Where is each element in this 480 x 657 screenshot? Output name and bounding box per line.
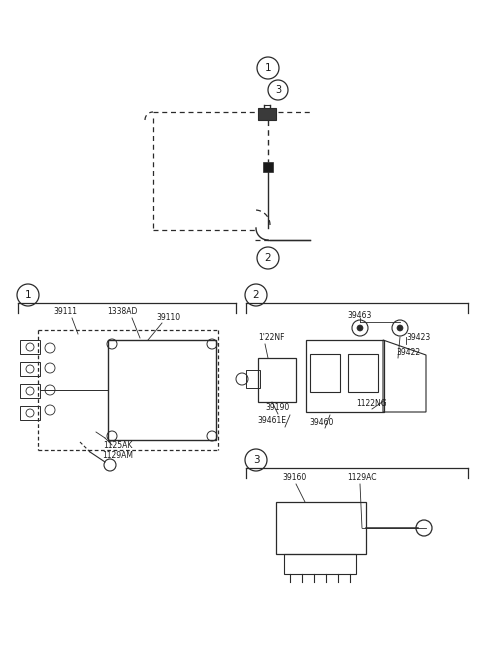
Circle shape [357, 325, 363, 331]
Text: 1129AM: 1129AM [103, 451, 133, 460]
Text: 39110: 39110 [156, 313, 180, 322]
Text: 39422: 39422 [396, 348, 420, 357]
Text: 1122NG: 1122NG [357, 399, 387, 408]
Text: 39460: 39460 [310, 418, 334, 427]
Text: 1: 1 [24, 290, 31, 300]
Text: 1338AD: 1338AD [107, 307, 137, 316]
Text: 39463: 39463 [348, 311, 372, 320]
Text: 1'22NF: 1'22NF [258, 333, 285, 342]
Text: 1125AK: 1125AK [103, 441, 132, 450]
FancyBboxPatch shape [263, 162, 273, 172]
Text: 3: 3 [252, 455, 259, 465]
Text: 3: 3 [275, 85, 281, 95]
FancyBboxPatch shape [258, 108, 276, 120]
Text: 39461E: 39461E [257, 416, 287, 425]
Text: 1: 1 [264, 63, 271, 73]
Text: 39190: 39190 [266, 403, 290, 412]
Text: 39160: 39160 [283, 473, 307, 482]
Text: 39423: 39423 [406, 333, 430, 342]
Text: 39111: 39111 [53, 307, 77, 316]
Text: 1129AC: 1129AC [347, 473, 377, 482]
Text: 2: 2 [264, 253, 271, 263]
Circle shape [397, 325, 403, 331]
Text: 2: 2 [252, 290, 259, 300]
